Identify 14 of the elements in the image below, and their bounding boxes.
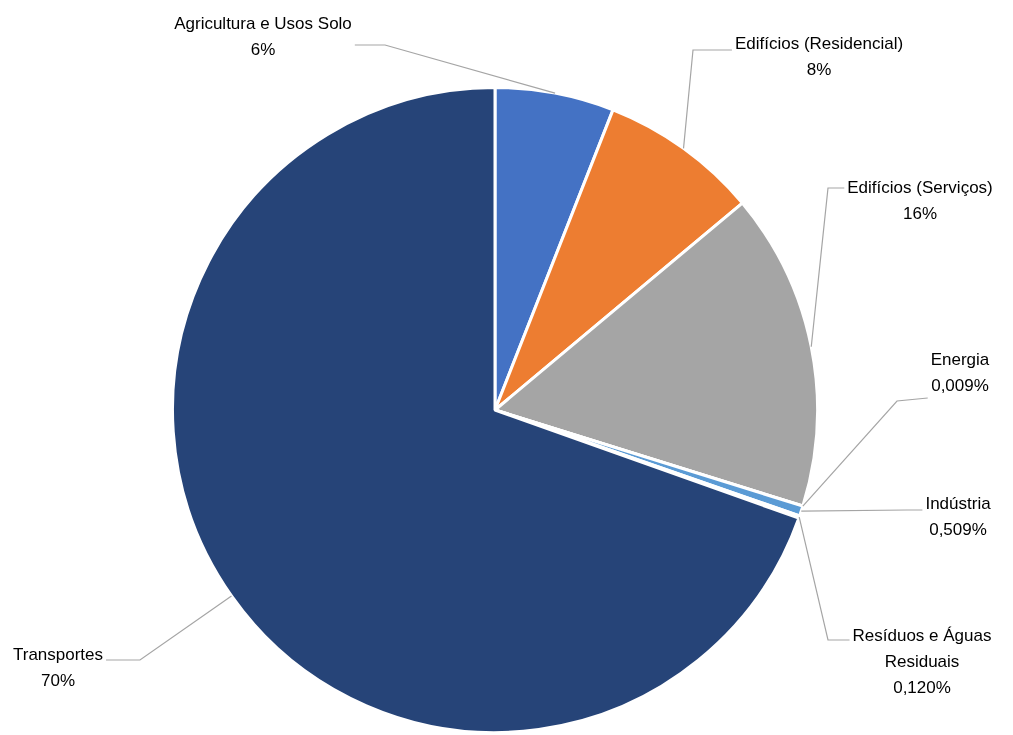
data-label: 16% <box>902 203 938 223</box>
data-label: 0,009% <box>931 375 989 395</box>
slice-label: Indústria <box>925 493 992 513</box>
slice-label: Edifícios (Residencial) <box>734 33 904 53</box>
slice-label: Edifícios (Serviços) <box>847 177 993 197</box>
data-label: 70% <box>40 670 76 690</box>
slice-label: Energia <box>930 349 990 369</box>
data-label: 8% <box>806 59 832 79</box>
slice-label: Transportes <box>12 644 104 664</box>
data-label: 0,509% <box>929 519 987 539</box>
slice-label: Agricultura e Usos Solo <box>174 13 352 33</box>
slice-label: Resíduos e Águas Residuais <box>852 625 992 671</box>
data-label: 6% <box>250 39 276 59</box>
data-label: 0,120% <box>893 677 951 697</box>
